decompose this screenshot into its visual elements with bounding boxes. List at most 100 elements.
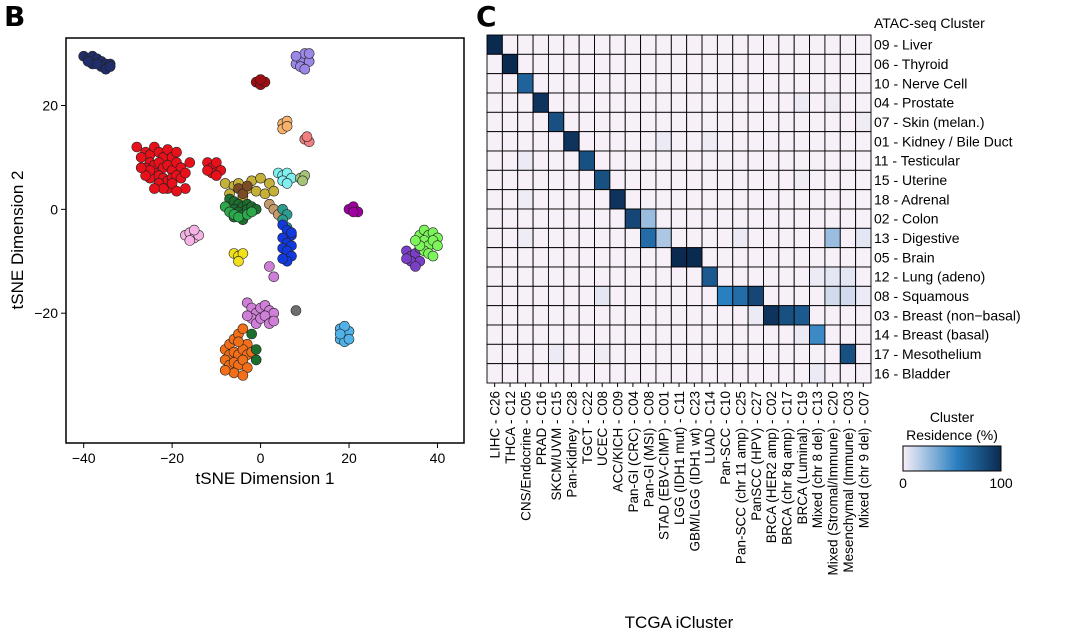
heatmap-cell-r13-c5 (563, 285, 580, 307)
scatter-point-lavender-6 (290, 50, 302, 62)
heatmap-cell-r1-c10 (640, 53, 657, 75)
heatmap-col-label-23: Mesenchymal (Immune) - C03 (841, 391, 856, 573)
heatmap-cell-r3-c21 (809, 92, 826, 113)
heatmap-cell-r16-c19 (778, 343, 795, 365)
heatmap-cell-r2-c20 (793, 73, 811, 94)
heatmap-cell-r9-c6 (578, 208, 595, 229)
scatter-point-navy-10 (104, 61, 116, 72)
heatmap-cell-r3-c13 (686, 92, 703, 113)
heatmap-cell-r5-c21 (809, 131, 826, 152)
heatmap-cell-r15-c16 (732, 324, 749, 345)
heatmap-cell-r4-c23 (839, 111, 857, 133)
heatmap-row-label-7: 15 - Uterine (874, 172, 947, 188)
scatter-point-red-small-6 (211, 170, 222, 181)
heatmap-cell-r11-c6 (578, 247, 595, 268)
heatmap-cell-r14-c2 (517, 305, 534, 326)
heatmap-cell-r12-c14 (701, 266, 718, 287)
heatmap-cell-r2-c21 (809, 73, 826, 94)
scatter-point-magenta-0 (268, 271, 280, 283)
heatmap-cell-r3-c15 (716, 92, 734, 113)
scatter-point-olive-5 (255, 172, 266, 184)
heatmap-cell-r16-c23 (839, 343, 857, 365)
heatmap-cell-r2-c11 (655, 73, 672, 94)
heatmap-cell-r6-c18 (763, 150, 780, 171)
heatmap-cell-r14-c19 (778, 305, 795, 326)
heatmap-cell-r3-c2 (517, 92, 534, 113)
heatmap-row-label-3: 04 - Prostate (874, 95, 954, 111)
heatmap-cell-r3-c11 (655, 92, 672, 113)
heatmap-cell-r17-c20 (793, 363, 811, 384)
heatmap-cell-r16-c24 (855, 343, 872, 365)
heatmap-row-label-8: 18 - Adrenal (874, 191, 950, 207)
heatmap-cell-r15-c3 (532, 324, 549, 345)
heatmap-cell-r12-c10 (640, 266, 657, 287)
heatmap-cell-r16-c0 (486, 343, 503, 365)
heatmap-cell-r9-c5 (563, 208, 580, 229)
heatmap-cell-r17-c4 (547, 363, 565, 384)
heatmap-cell-r16-c8 (609, 343, 626, 365)
heatmap-cell-r6-c7 (594, 150, 611, 171)
heatmap-cell-r2-c15 (716, 73, 734, 94)
heatmap-cell-r5-c18 (763, 131, 780, 152)
heatmap-cell-r2-c8 (609, 73, 626, 94)
heatmap-cell-r10-c5 (563, 227, 580, 249)
heatmap-cell-r7-c3 (532, 169, 549, 191)
heatmap-cell-r4-c20 (793, 111, 811, 133)
heatmap-cell-r9-c3 (532, 208, 549, 229)
heatmap-cell-r14-c24 (855, 305, 872, 326)
heatmap-cell-r13-c24 (855, 285, 872, 307)
scatter-point-navy-12 (91, 58, 103, 70)
scatter-point-blue-10 (277, 253, 289, 265)
heatmap-cell-r5-c9 (624, 131, 642, 152)
heatmap-cell-r14-c8 (609, 305, 626, 326)
heatmap-cell-r16-c10 (640, 343, 657, 365)
heatmap-cell-r17-c1 (501, 363, 519, 384)
heatmap-cell-r6-c23 (839, 150, 857, 171)
heatmap-cell-r6-c9 (624, 150, 642, 171)
scatter-points (78, 48, 443, 381)
heatmap-cell-r6-c8 (609, 150, 626, 171)
heatmap-cell-r4-c21 (809, 111, 826, 133)
heatmap-cell-r5-c0 (486, 131, 503, 152)
heatmap-cell-r11-c1 (501, 247, 519, 268)
heatmap-cell-r1-c19 (778, 53, 795, 75)
heatmap-cell-r15-c20 (793, 324, 811, 345)
heatmap-cell-r8-c12 (670, 189, 688, 210)
heatmap-cell-r10-c12 (670, 227, 688, 249)
heatmap-cell-r9-c4 (547, 208, 565, 229)
scatter-point-lavender-5 (299, 63, 311, 75)
heatmap-cell-r16-c12 (670, 343, 688, 365)
heatmap-cell-r12-c11 (655, 266, 672, 287)
heatmap-cell-r7-c7 (594, 169, 611, 191)
heatmap-cell-r2-c23 (839, 73, 857, 94)
heatmap-cell-r7-c18 (763, 169, 780, 191)
heatmap-cell-r1-c8 (609, 53, 626, 75)
heatmap-cell-r14-c9 (624, 305, 642, 326)
heatmap-cell-r6-c13 (686, 150, 703, 171)
scatter-point-red-8 (171, 146, 182, 158)
heatmap-cell-r14-c20 (793, 305, 811, 326)
heatmap-cell-r3-c17 (747, 92, 764, 113)
heatmap-cell-r17-c18 (763, 363, 780, 384)
heatmap-cell-r6-c14 (701, 150, 718, 171)
heatmap-cell-r10-c3 (532, 227, 549, 249)
heatmap-cell-r12-c5 (563, 266, 580, 287)
heatmap-col-label-14: LUAD - C14 (703, 391, 718, 464)
heatmap-cell-r8-c24 (855, 189, 872, 210)
heatmap-cell-r10-c11 (655, 227, 672, 249)
heatmap-cell-r1-c1 (501, 53, 519, 75)
heatmap-xlabel: TCGA iCluster (625, 613, 734, 632)
scatter-point-red-34 (158, 183, 169, 194)
heatmap-cell-r17-c9 (624, 363, 642, 384)
heatmap-cell-r10-c13 (686, 227, 703, 249)
heatmap-cell-r11-c23 (839, 247, 857, 268)
heatmap-col-label-18: BRCA (HER2 amp) - C02 (764, 391, 779, 543)
scatter-point-olive-0 (219, 178, 231, 189)
heatmap-cell-r4-c7 (594, 111, 611, 133)
heatmap-cell-r17-c2 (517, 363, 534, 384)
scatter-point-lime-11 (427, 250, 439, 262)
heatmap-cell-r10-c18 (763, 227, 780, 249)
heatmap-cell-r12-c20 (793, 266, 811, 287)
heatmap-cell-r10-c14 (701, 227, 718, 249)
panel-letter-c: C (476, 0, 497, 33)
